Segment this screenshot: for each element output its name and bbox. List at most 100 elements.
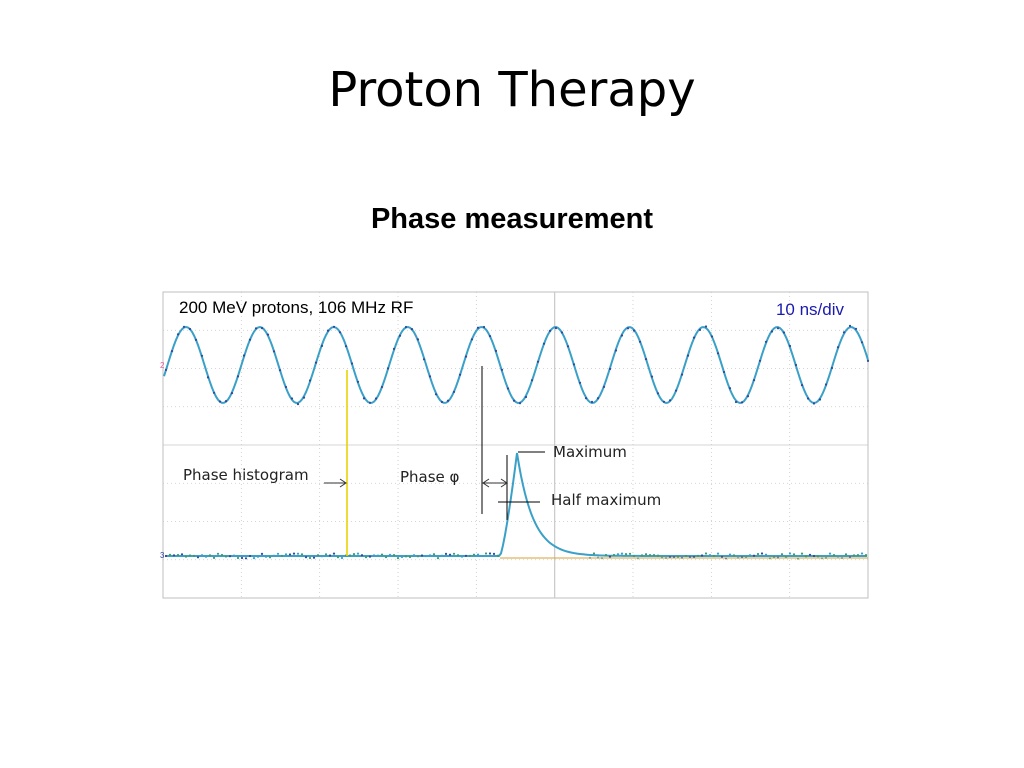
baseline-sample-dot [360, 554, 364, 557]
baseline-sample-dot [424, 555, 428, 558]
baseline-sample-dot [264, 555, 268, 558]
baseline-sample-dot [248, 554, 252, 558]
baseline-sample-dot [460, 555, 464, 558]
baseline-sample-dot [808, 553, 812, 556]
baseline-sample-dot [224, 555, 228, 558]
baseline-sample-dot [612, 553, 616, 557]
baseline-sample-dot [648, 554, 652, 557]
baseline-sample-dot [456, 554, 460, 557]
rf-sample-dot [716, 352, 720, 355]
timebase-label: 10 ns/div [775, 300, 844, 319]
baseline-sample-dot [328, 554, 332, 557]
rf-sample-dot [836, 346, 840, 349]
rf-sample-dot [332, 325, 336, 328]
rf-sample-dot [614, 349, 618, 352]
rf-sample-dot [254, 327, 258, 330]
rf-sample-dot [284, 385, 288, 389]
baseline-sample-dot [492, 552, 496, 555]
rf-sample-dot [368, 401, 372, 404]
rf-sample-dot [320, 344, 324, 347]
baseline-sample-dot [272, 554, 276, 557]
baseline-sample-dot [316, 554, 320, 557]
baseline-sample-dot [292, 552, 296, 555]
baseline-sample-dot [308, 556, 312, 560]
rf-sample-dot [350, 362, 354, 365]
rf-sample-dot [752, 379, 756, 382]
baseline-sample-dot [260, 552, 264, 555]
baseline-sample-dot [712, 554, 716, 558]
rf-sample-dot [572, 363, 576, 366]
phase-histogram-label: Phase histogram [183, 466, 309, 484]
baseline-sample-dot [592, 552, 596, 555]
baseline-sample-dot [408, 555, 412, 559]
baseline-sample-dot [364, 556, 368, 559]
baseline-sample-dot [836, 555, 840, 558]
rf-sample-dot [692, 336, 696, 339]
rf-sample-dot [218, 400, 222, 403]
rf-sample-dot [518, 402, 522, 405]
baseline-sample-dot [452, 552, 456, 555]
baseline-sample-dot [432, 553, 436, 556]
rf-sample-dot [338, 331, 342, 334]
rf-sample-dot [404, 325, 408, 329]
baseline-sample-dot [852, 554, 856, 557]
rf-sample-dot [584, 397, 588, 400]
baseline-sample-dot [676, 555, 680, 558]
baseline-sample-dot [644, 553, 648, 556]
rf-sample-dot [800, 384, 804, 387]
baseline-sample-dot [752, 554, 756, 557]
rf-sample-dot [542, 342, 546, 345]
baseline-sample-dot [760, 552, 764, 555]
baseline-sample-dot [412, 554, 416, 557]
rf-sample-dot [434, 393, 438, 396]
oscilloscope-plot: 23 [160, 291, 870, 599]
baseline-sample-dot [416, 555, 420, 558]
baseline-sample-dot [392, 554, 396, 557]
baseline-sample-dot [204, 555, 208, 558]
rf-sample-dot [842, 331, 846, 334]
baseline-sample-dot [304, 556, 308, 559]
rf-sample-dot [224, 400, 228, 403]
baseline-sample-dot [832, 554, 836, 557]
rf-sample-dot [206, 376, 210, 379]
baseline-sample-dot [788, 552, 792, 555]
rf-sample-dot [482, 325, 486, 329]
rf-sample-dot [578, 381, 582, 384]
rf-sample-dot [788, 344, 792, 348]
rf-sample-dot [500, 368, 504, 371]
baseline-sample-dot [320, 555, 324, 558]
rf-sample-dot [740, 401, 744, 404]
rf-sample-dot [806, 397, 810, 400]
baseline-sample-dot [640, 554, 644, 557]
baseline-sample-dot [480, 554, 484, 558]
rf-sample-dot [392, 347, 396, 350]
rf-sample-dot [830, 366, 834, 370]
rf-sample-dot [464, 355, 468, 358]
rf-sample-dot [554, 327, 558, 330]
rf-sample-dot [194, 338, 198, 341]
rf-sample-dot [674, 389, 678, 392]
baseline-sample-dot [748, 554, 752, 557]
baseline-sample-dot [488, 552, 492, 555]
rf-sample-dot [242, 354, 246, 357]
rf-sample-dot [278, 369, 282, 372]
baseline-sample-dot [388, 553, 392, 556]
baseline-sample-dot [684, 554, 688, 558]
baseline-sample-dot [708, 554, 712, 557]
rf-sample-dot [344, 345, 348, 348]
rf-sample-dot [386, 367, 390, 370]
baseline-sample-dot [276, 552, 280, 555]
rf-sample-dot [302, 396, 306, 399]
rf-sample-dot [248, 338, 252, 341]
rf-sample-dot [848, 324, 852, 327]
rf-sample-dot [236, 375, 240, 378]
rf-sample-dot [524, 395, 528, 399]
baseline-sample-dot [268, 556, 272, 559]
rf-sample-dot [374, 397, 378, 400]
rf-sample-dot [512, 399, 516, 402]
baseline-sample-dot [180, 553, 184, 556]
rf-sample-dot [596, 397, 600, 400]
rf-sample-dot [272, 350, 276, 353]
rf-sample-dot [410, 328, 414, 331]
rf-sample-dot [668, 399, 672, 402]
